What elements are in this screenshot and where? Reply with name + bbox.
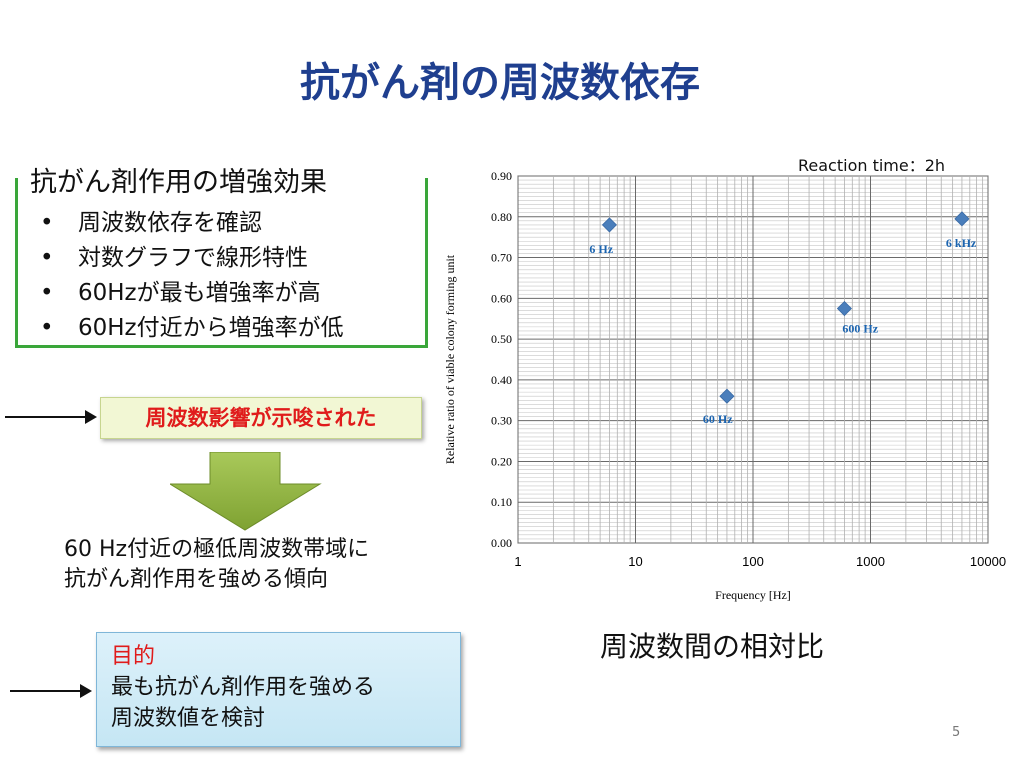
y-tick-label: 0.40 [491, 373, 512, 387]
conclusion-line: 抗がん剤作用を強める傾向 [64, 567, 329, 592]
list-item: 対数グラフで線形特性 [40, 241, 344, 276]
x-axis-label: Frequency [Hz] [715, 588, 791, 602]
y-tick-label: 0.50 [491, 332, 512, 346]
down-arrow-icon [170, 452, 322, 531]
y-tick-label: 0.10 [491, 495, 512, 509]
effect-summary-box [15, 178, 428, 348]
x-tick-label: 1000 [856, 554, 885, 569]
data-point-marker [601, 217, 617, 233]
x-axis-ticks: 1 10 100 1000 10000 [514, 554, 1006, 569]
data-points: 6 Hz 60 Hz 600 Hz 6 kHz [589, 211, 977, 426]
x-tick-label: 10 [628, 554, 642, 569]
reaction-time-label: Reaction time：2h [798, 156, 946, 175]
list-item: 60Hzが最も増強率が高 [40, 276, 344, 311]
y-tick-label: 0.20 [491, 454, 512, 468]
y-axis-label: Relative ratio of viable colony forming … [443, 254, 457, 464]
arrow-right-icon [10, 690, 82, 692]
page-title: 抗がん剤の周波数依存 [300, 60, 700, 106]
purpose-line: 周波数値を検討 [111, 706, 266, 731]
purpose-title: 目的 [111, 644, 156, 669]
page-number: 5 [952, 725, 961, 740]
purpose-line: 最も抗がん剤作用を強める [111, 675, 376, 700]
frequency-chart: 0.00 0.10 0.20 0.30 0.40 0.50 0.60 0.70 0.80 0.90… [443, 169, 1006, 602]
x-tick-label: 10000 [970, 554, 1006, 569]
conclusion-line: 60 Hz付近の極低周波数帯域に [64, 537, 370, 562]
chart-caption: 周波数間の相対比 [600, 630, 825, 663]
data-point-marker [719, 388, 735, 404]
data-point-label: 6 kHz [946, 236, 977, 250]
x-tick-label: 100 [742, 554, 764, 569]
y-tick-label: 0.30 [491, 414, 512, 428]
list-item: 周波数依存を確認 [40, 206, 344, 241]
effect-summary-list: 周波数依存を確認 対数グラフで線形特性 60Hzが最も増強率が高 60Hz付近か… [40, 206, 344, 346]
effect-summary-heading: 抗がん剤作用の増強効果 [26, 160, 331, 199]
data-point-label: 60 Hz [703, 412, 733, 426]
data-point-marker [954, 211, 970, 227]
arrow-right-icon [5, 416, 87, 418]
chart-grid [517, 175, 989, 544]
y-tick-label: 0.90 [491, 169, 512, 183]
y-axis-ticks: 0.00 0.10 0.20 0.30 0.40 0.50 0.60 0.70 0.80 0.90 [491, 169, 512, 550]
conclusion-text: 60 Hz付近の極低周波数帯域に 抗がん剤作用を強める傾向 [64, 535, 369, 595]
data-point-label: 600 Hz [842, 322, 878, 336]
data-point-label: 6 Hz [589, 242, 613, 256]
arrow-head-icon [80, 684, 92, 698]
y-tick-label: 0.60 [491, 291, 512, 305]
x-tick-label: 1 [514, 554, 521, 569]
callout-box: 周波数影響が示唆された [100, 397, 422, 439]
y-tick-label: 0.70 [491, 251, 512, 265]
arrow-head-icon [85, 410, 97, 424]
y-tick-label: 0.00 [491, 536, 512, 550]
list-item: 60Hz付近から増強率が低 [40, 311, 344, 346]
y-tick-label: 0.80 [491, 210, 512, 224]
purpose-box: 目的 最も抗がん剤作用を強める 周波数値を検討 [96, 632, 461, 747]
data-point-marker [836, 300, 852, 317]
